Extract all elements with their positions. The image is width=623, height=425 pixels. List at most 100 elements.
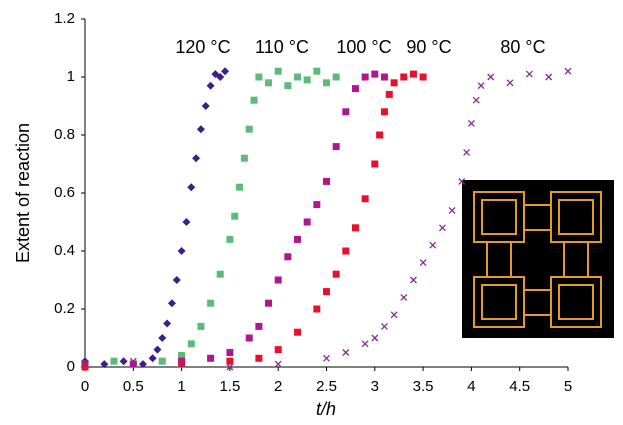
point [430, 242, 436, 248]
point [294, 236, 301, 243]
point [182, 218, 190, 226]
point [187, 183, 195, 191]
x-tick-label: 1.5 [219, 378, 240, 395]
point [420, 74, 427, 81]
point [362, 195, 369, 202]
point [231, 213, 238, 220]
y-tick-label: 0.6 [54, 184, 75, 201]
point [362, 74, 369, 81]
point [376, 132, 383, 139]
x-axis-title: t/h [316, 399, 336, 419]
point [294, 74, 301, 81]
point [565, 68, 571, 74]
point [275, 346, 282, 353]
y-tick-label: 1.2 [54, 10, 75, 27]
point [333, 74, 340, 81]
point [246, 126, 253, 133]
point [255, 323, 262, 330]
point [391, 79, 398, 86]
y-tick-label: 0 [67, 358, 75, 375]
y-tick-label: 0.2 [54, 300, 75, 317]
point [275, 68, 282, 75]
point [275, 361, 281, 367]
x-tick-label: 3 [371, 378, 379, 395]
point [284, 82, 291, 89]
point [197, 125, 205, 133]
y-tick-label: 1 [67, 68, 75, 85]
point [401, 294, 407, 300]
series-label: 110 °C [255, 37, 309, 57]
point [468, 120, 474, 126]
point [168, 299, 176, 307]
point [313, 306, 320, 313]
point [449, 207, 455, 213]
point [304, 76, 311, 83]
point [236, 184, 243, 191]
x-tick-label: 1 [177, 378, 185, 395]
series-label: 120 °C [175, 37, 230, 57]
point [163, 320, 171, 328]
point [352, 85, 359, 92]
point [120, 357, 128, 365]
point [473, 97, 479, 103]
point [352, 224, 359, 231]
point [246, 335, 253, 342]
chart: Extent of reaction t/h 00.20.40.60.811.2… [0, 0, 623, 425]
point [251, 97, 258, 104]
page: {"chart_data": {"type": "scatter", "x_la… [0, 0, 623, 425]
point [464, 149, 470, 155]
point [202, 102, 210, 110]
point [197, 323, 204, 330]
point [324, 355, 330, 361]
point [221, 67, 229, 75]
point [241, 155, 248, 162]
point [265, 79, 272, 86]
point [226, 236, 233, 243]
point [255, 355, 262, 362]
point [410, 277, 416, 283]
y-tick-label: 0.8 [54, 126, 75, 143]
point [333, 271, 340, 278]
inset-structure [462, 180, 614, 338]
point [371, 161, 378, 168]
point [158, 334, 166, 342]
series-label: 90 °C [406, 37, 451, 57]
point [275, 277, 282, 284]
point [207, 82, 215, 90]
point [439, 225, 445, 231]
point [207, 300, 214, 307]
x-tick-label: 0 [81, 378, 89, 395]
point [284, 253, 291, 260]
point [323, 288, 330, 295]
point [149, 354, 157, 362]
point [207, 355, 214, 362]
series-label: 80 °C [500, 37, 545, 57]
point [391, 312, 397, 318]
point [159, 358, 166, 365]
point [323, 178, 330, 185]
y-tick-label: 0.4 [54, 242, 75, 259]
point [526, 71, 532, 77]
point [226, 349, 233, 356]
point [265, 300, 272, 307]
point [372, 335, 378, 341]
point [192, 154, 200, 162]
x-tick-label: 5 [564, 378, 572, 395]
point [294, 329, 301, 336]
point [488, 74, 494, 80]
point [342, 248, 349, 255]
point [371, 71, 378, 78]
point [188, 340, 195, 347]
point [153, 346, 161, 354]
point [381, 323, 387, 329]
point [313, 68, 320, 75]
x-tick-label: 4 [467, 378, 475, 395]
x-tick-label: 0.5 [123, 378, 144, 395]
point [381, 108, 388, 115]
point [217, 271, 224, 278]
x-tick-label: 3.5 [413, 378, 434, 395]
point [255, 74, 262, 81]
point [304, 219, 311, 226]
point [110, 358, 117, 365]
point [546, 74, 552, 80]
